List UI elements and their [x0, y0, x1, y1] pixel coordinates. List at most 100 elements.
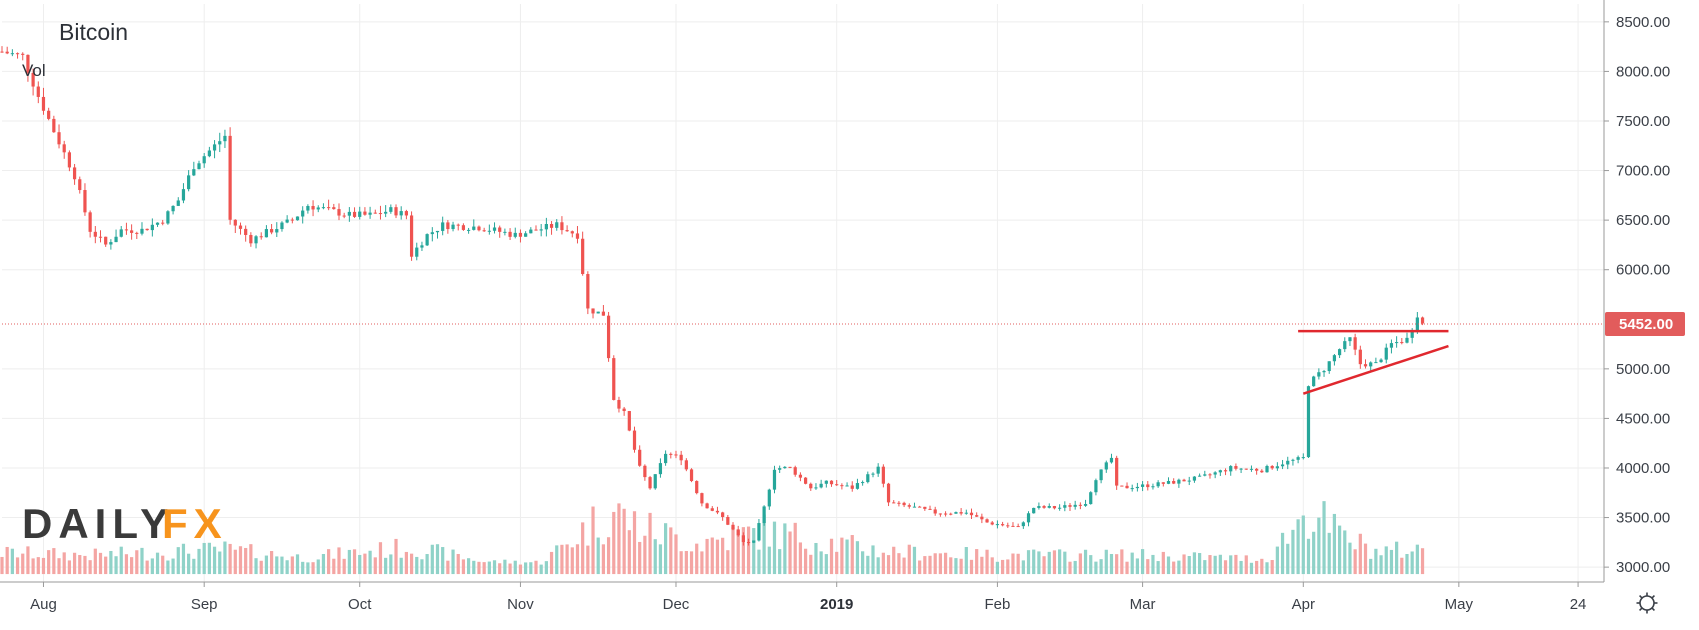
candle-body [285, 219, 289, 223]
volume-bar [1099, 559, 1103, 575]
candle-body [975, 515, 979, 517]
volume-bar [466, 558, 471, 575]
gear-tooth [1639, 595, 1643, 599]
candle-body [575, 233, 580, 239]
volume-bar [1312, 531, 1316, 575]
candle-body [596, 311, 600, 314]
volume-bar [1348, 542, 1352, 575]
support-trendline[interactable] [1302, 344, 1449, 395]
volume-bar [1280, 532, 1285, 575]
candle-body [1104, 462, 1108, 470]
candle-body [161, 222, 165, 224]
y-tick-label: 6000.00 [1616, 262, 1670, 279]
volume-bar [513, 560, 517, 575]
volume-bar [1047, 551, 1051, 575]
candle-body [316, 207, 320, 210]
candle-body [1000, 524, 1005, 526]
volume-bar [1135, 558, 1140, 575]
candle-body [57, 132, 61, 145]
volume-bar [373, 557, 377, 575]
volume-bar [425, 554, 429, 575]
candle-body [254, 236, 258, 244]
x-tick-label: Nov [507, 596, 534, 613]
y-tick-label: 7500.00 [1616, 113, 1670, 130]
volume-bar [798, 542, 803, 575]
candle-body [679, 454, 683, 461]
volume-bar [544, 561, 548, 575]
candle-body [658, 463, 663, 475]
volume-bar [622, 508, 626, 575]
volume-bar [1265, 562, 1269, 575]
candle-body [1306, 386, 1311, 458]
logo-fx: FX [162, 500, 228, 547]
y-axis[interactable]: 8500.00 8000.00 7500.00 7000.00 6500.00 6000.… [1604, 14, 1670, 576]
volume-bar [1016, 553, 1020, 575]
candle-body [855, 483, 860, 489]
candle-body [233, 219, 237, 226]
candle-body [819, 483, 823, 488]
volume-bar [26, 546, 30, 575]
candle-body [1348, 337, 1352, 342]
candle-body [1405, 337, 1409, 343]
volume-bar [845, 539, 849, 575]
volume-bar [259, 560, 263, 575]
candle-body [1327, 361, 1331, 372]
volume-bar [1198, 553, 1202, 575]
candle-body [985, 519, 989, 523]
volume-bar [145, 560, 149, 575]
y-tick-label: 8500.00 [1616, 14, 1670, 31]
volume-bar [861, 551, 865, 575]
volume-bar [840, 537, 844, 575]
volume-bar [912, 546, 917, 575]
candle-body [269, 229, 274, 233]
candle-body [430, 232, 434, 235]
volume-bar [446, 560, 450, 575]
candle-body [1260, 470, 1264, 473]
x-tick-label: Mar [1130, 596, 1156, 613]
candle-body [446, 222, 450, 230]
volume-bar [1042, 556, 1046, 575]
candle-body [990, 522, 994, 525]
volume-bar [275, 556, 279, 575]
volume-bar [233, 549, 237, 575]
volume-bar [949, 557, 953, 575]
volume-bar [959, 558, 963, 575]
volume-bar [741, 527, 745, 575]
candle-body [275, 229, 279, 233]
candle-body [954, 512, 958, 514]
candle-body [876, 466, 880, 474]
candle-body [26, 54, 30, 73]
volume-bar [1166, 556, 1171, 575]
x-tick-label: Apr [1292, 596, 1315, 613]
candle-body [969, 512, 974, 516]
volume-bar [1410, 551, 1414, 575]
candle-body [1389, 343, 1394, 348]
candle-body [772, 469, 777, 490]
candle-body [1130, 488, 1134, 490]
candle-body [1006, 525, 1010, 527]
candle-body [1239, 468, 1243, 470]
candle-body [1203, 474, 1207, 476]
settings-button[interactable] [1636, 592, 1658, 614]
x-axis[interactable]: Aug Sep Oct Nov Dec 2019 Feb Mar Apr May 24 [30, 582, 1586, 613]
candle-body [1156, 482, 1160, 487]
volume-bar [721, 537, 725, 575]
volume-bar [1177, 560, 1181, 575]
volume-bar [1161, 551, 1165, 575]
volume-bar [52, 548, 56, 575]
candle-body [155, 222, 160, 225]
volume-bar [15, 557, 20, 575]
logo-daily: DAILY [22, 500, 174, 547]
candle-body [570, 231, 574, 234]
volume-bar [264, 555, 269, 575]
candle-body [1322, 371, 1326, 373]
volume-bar [990, 557, 994, 575]
candle-body [1374, 362, 1378, 364]
volume-bar [187, 553, 191, 575]
volume-bar [606, 537, 611, 575]
candle-body [88, 212, 92, 232]
candle-body [1291, 459, 1295, 461]
